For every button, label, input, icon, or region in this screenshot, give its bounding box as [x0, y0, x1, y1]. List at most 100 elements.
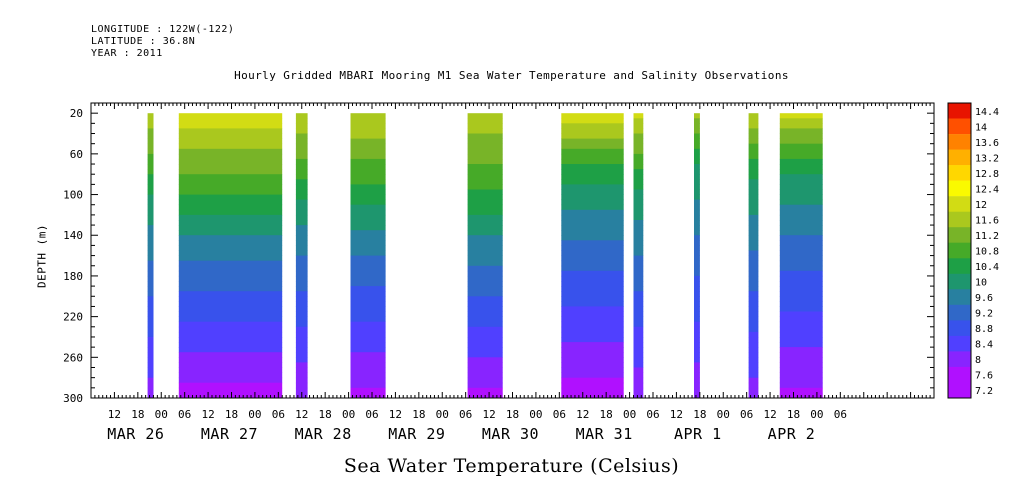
- data-cell: [178, 169, 283, 175]
- data-cell: [350, 174, 386, 180]
- data-cell: [350, 362, 386, 368]
- data-cell: [147, 240, 154, 246]
- data-cell: [561, 255, 624, 262]
- data-cell: [748, 377, 759, 384]
- data-cell: [178, 184, 283, 190]
- data-cell: [694, 179, 700, 185]
- data-cell: [467, 143, 503, 150]
- data-cell: [178, 367, 283, 373]
- data-cell: [295, 382, 308, 389]
- data-cell: [633, 225, 644, 231]
- data-cell: [178, 118, 283, 124]
- data-cell: [633, 133, 644, 139]
- data-cell: [295, 387, 308, 394]
- data-cell: [467, 153, 503, 160]
- data-cell: [147, 286, 154, 292]
- data-cell: [633, 235, 644, 241]
- data-cell: [467, 220, 503, 226]
- data-cell: [147, 230, 154, 236]
- data-cell: [779, 220, 823, 226]
- data-cell: [295, 296, 308, 302]
- data-cell: [748, 357, 759, 363]
- x-tick-label: 12: [763, 408, 776, 421]
- data-cell: [295, 245, 308, 251]
- data-cell: [633, 194, 644, 201]
- data-cell: [561, 153, 624, 160]
- data-cell: [178, 128, 283, 134]
- data-cell: [748, 118, 759, 124]
- data-cell: [350, 337, 386, 343]
- data-cell: [178, 220, 283, 226]
- data-cell: [633, 123, 644, 129]
- data-cell: [779, 255, 823, 262]
- y-tick-label: 20: [70, 107, 83, 120]
- data-cell: [147, 321, 154, 328]
- data-cell: [467, 281, 503, 287]
- data-cell: [467, 342, 503, 348]
- data-cell: [561, 331, 624, 338]
- data-cell: [633, 291, 644, 297]
- data-cell: [694, 296, 700, 302]
- data-cell: [295, 209, 308, 216]
- x-tick-label: 12: [108, 408, 121, 421]
- colorbar-label: 10.8: [975, 247, 999, 258]
- data-cell: [694, 367, 700, 373]
- data-cell: [295, 123, 308, 129]
- data-cell: [178, 321, 283, 328]
- data-cell: [350, 321, 386, 328]
- data-cell: [779, 265, 823, 272]
- data-cell: [748, 113, 759, 119]
- data-cell: [633, 321, 644, 328]
- data-cell: [561, 372, 624, 379]
- data-cell: [178, 377, 283, 384]
- data-cell: [295, 326, 308, 333]
- longitude-label: LONGITUDE : 122W(-122): [91, 24, 235, 35]
- data-cell: [350, 133, 386, 139]
- data-cell: [295, 286, 308, 292]
- data-cell: [779, 113, 823, 119]
- data-cell: [694, 321, 700, 328]
- data-cell: [779, 377, 823, 384]
- data-cell: [561, 387, 624, 394]
- data-cell: [147, 128, 154, 134]
- data-cell: [295, 128, 308, 134]
- data-cell: [295, 220, 308, 226]
- data-cell: [779, 306, 823, 312]
- data-cell: [633, 204, 644, 211]
- x-tick-label: 18: [693, 408, 706, 421]
- data-cell: [779, 342, 823, 348]
- data-cell: [147, 270, 154, 277]
- data-cell: [561, 158, 624, 165]
- data-cell: [467, 148, 503, 155]
- data-cell: [350, 331, 386, 338]
- data-cell: [467, 382, 503, 389]
- data-cell: [694, 184, 700, 190]
- data-cell: [147, 174, 154, 180]
- data-cell: [694, 286, 700, 292]
- data-cell: [350, 148, 386, 155]
- data-cell: [633, 199, 644, 206]
- data-cell: [467, 321, 503, 328]
- data-cell: [561, 194, 624, 201]
- data-cell: [147, 164, 154, 170]
- data-cell: [178, 138, 283, 145]
- data-cell: [694, 377, 700, 384]
- data-cell: [633, 275, 644, 282]
- data-cell: [467, 260, 503, 267]
- data-cell: [694, 301, 700, 307]
- data-cell: [561, 220, 624, 226]
- data-cell: [694, 357, 700, 363]
- data-cell: [561, 214, 624, 221]
- data-cell: [178, 306, 283, 312]
- colorbar-swatch: [948, 258, 971, 275]
- data-cell: [694, 148, 700, 155]
- data-cell: [467, 331, 503, 338]
- chart-title: Hourly Gridded MBARI Mooring M1 Sea Wate…: [234, 69, 789, 82]
- data-cell: [467, 113, 503, 119]
- data-cell: [350, 387, 386, 394]
- data-cell: [467, 204, 503, 211]
- data-cell: [633, 118, 644, 124]
- data-cell: [350, 347, 386, 353]
- data-cell: [561, 179, 624, 185]
- data-cell: [147, 153, 154, 160]
